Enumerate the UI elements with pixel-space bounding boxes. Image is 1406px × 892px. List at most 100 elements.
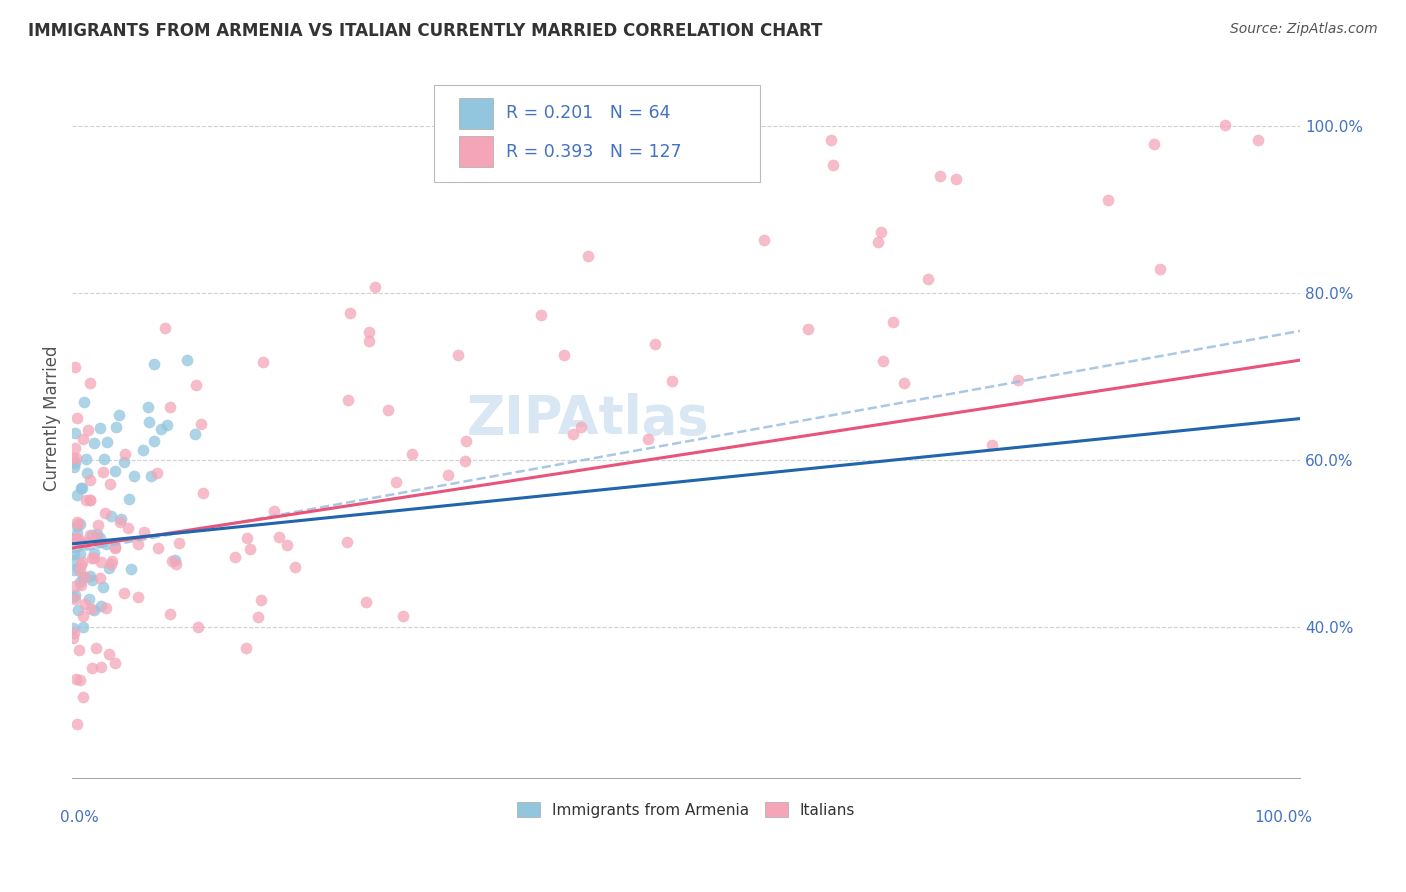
Point [86,527,108,541]
Point [637,432,659,446]
Point [165,557,187,571]
Point [80,550,103,565]
Point [246,609,269,624]
Point [752,233,775,247]
Point [576,249,599,263]
Point [159,401,181,415]
Point [100,557,122,571]
Point [391,608,413,623]
Point [91,581,114,595]
Point [112,455,135,469]
Point [284,560,307,574]
Point [83,546,105,560]
Y-axis label: Currently Married: Currently Married [44,346,60,491]
Point [93,451,115,466]
Point [76,466,98,480]
Bar [458,136,494,167]
Point [163,552,186,566]
Point [83,551,105,566]
Point [76,535,98,549]
Point [101,554,124,568]
Point [63,591,86,606]
Point [569,419,592,434]
Point [90,660,112,674]
Point [276,538,298,552]
Point [66,411,89,425]
Point [122,468,145,483]
Point [62,532,84,546]
Point [94,506,117,520]
Point [377,403,399,417]
Point [127,591,149,605]
Point [110,512,132,526]
FancyBboxPatch shape [434,85,759,182]
Point [1007,373,1029,387]
Point [63,626,86,640]
Point [454,453,477,467]
Point [66,519,89,533]
Point [86,518,108,533]
Point [112,586,135,600]
Point [184,426,207,441]
Point [63,547,86,561]
Point [96,435,118,450]
Point [63,425,86,440]
Point [929,169,952,184]
Point [66,515,89,529]
Point [357,334,380,348]
Point [142,357,165,371]
Point [357,325,380,339]
Point [79,492,101,507]
Point [104,464,127,478]
Point [562,427,585,442]
Point [644,337,666,351]
Point [79,569,101,583]
Point [1097,193,1119,207]
Text: 0.0%: 0.0% [60,810,98,825]
Legend: Immigrants from Armenia, Italians: Immigrants from Armenia, Italians [510,796,862,824]
Point [70,481,93,495]
Point [821,158,844,172]
Point [73,570,96,584]
Point [69,575,91,590]
Point [90,555,112,569]
Point [142,434,165,448]
Point [75,452,97,467]
Point [263,504,285,518]
Point [162,554,184,568]
Point [69,564,91,578]
Point [62,622,84,636]
Text: Source: ZipAtlas.com: Source: ZipAtlas.com [1230,22,1378,37]
Point [86,530,108,544]
Point [132,524,155,539]
Point [98,561,121,575]
Point [80,602,103,616]
Point [186,378,208,392]
Bar [458,98,494,128]
Point [80,528,103,542]
Point [138,415,160,429]
Point [882,315,904,329]
Point [153,321,176,335]
Point [79,528,101,542]
Point [75,493,97,508]
Point [104,540,127,554]
Point [447,348,470,362]
Point [77,423,100,437]
Point [70,481,93,495]
Point [83,436,105,450]
Point [63,359,86,374]
Point [72,608,94,623]
Point [72,619,94,633]
Point [65,451,87,466]
Point [136,400,159,414]
Point [96,537,118,551]
Point [797,322,820,336]
Point [176,353,198,368]
Point [454,434,477,448]
Point [893,376,915,390]
Point [94,600,117,615]
Point [63,460,86,475]
Point [131,443,153,458]
Point [870,225,893,239]
